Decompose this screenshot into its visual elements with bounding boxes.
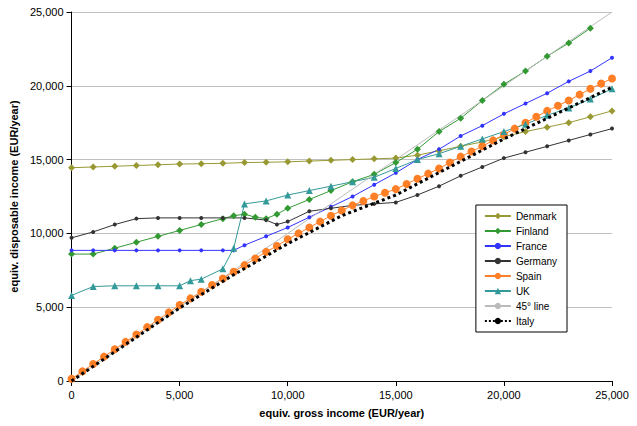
svg-text:10,000: 10,000 — [271, 389, 305, 401]
svg-text:equiv. gross income (EUR/year): equiv. gross income (EUR/year) — [259, 407, 424, 419]
svg-text:15,000: 15,000 — [379, 389, 413, 401]
svg-text:France: France — [516, 241, 548, 252]
svg-text:25,000: 25,000 — [595, 389, 629, 401]
svg-text:10,000: 10,000 — [30, 227, 64, 239]
svg-text:Denmark: Denmark — [516, 211, 558, 222]
svg-text:equiv. disposable income (EUR/: equiv. disposable income (EUR/year) — [8, 100, 20, 293]
svg-text:25,000: 25,000 — [30, 6, 64, 18]
svg-text:Italy: Italy — [516, 316, 534, 327]
svg-text:20,000: 20,000 — [30, 80, 64, 92]
svg-text:Germany: Germany — [516, 256, 557, 267]
svg-text:5,000: 5,000 — [36, 301, 64, 313]
svg-text:Finland: Finland — [516, 226, 549, 237]
svg-text:5,000: 5,000 — [166, 389, 194, 401]
svg-text:Spain: Spain — [516, 271, 542, 282]
svg-text:15,000: 15,000 — [30, 154, 64, 166]
svg-text:0: 0 — [68, 389, 74, 401]
svg-text:20,000: 20,000 — [487, 389, 521, 401]
svg-text:UK: UK — [516, 286, 530, 297]
svg-text:0: 0 — [57, 375, 63, 387]
svg-text:45° line: 45° line — [516, 301, 550, 312]
